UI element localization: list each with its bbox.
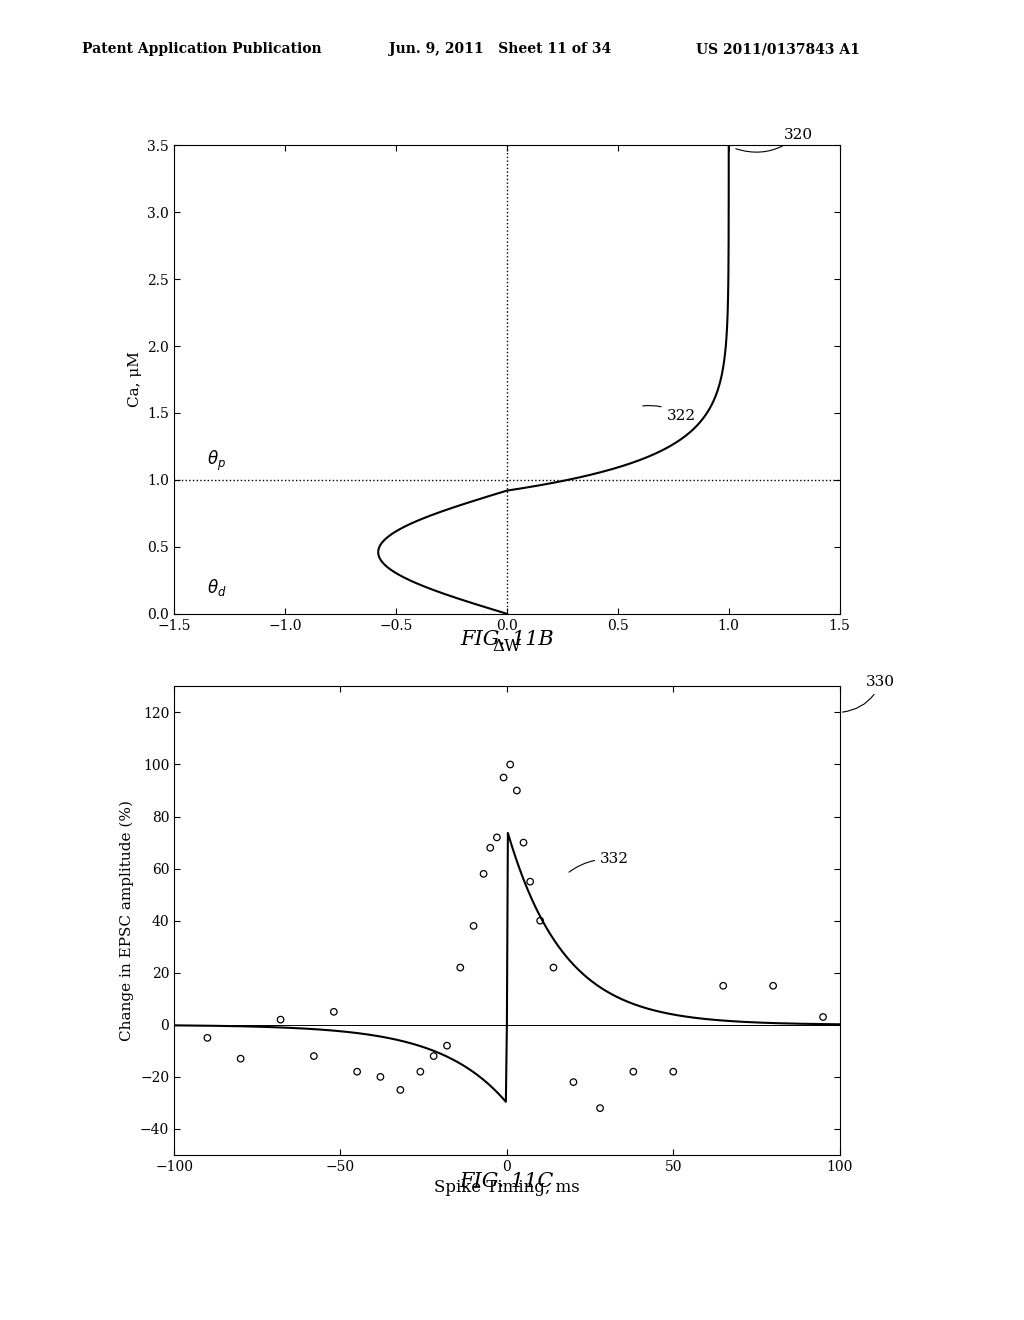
Point <box>373 1067 389 1088</box>
Point <box>199 1027 215 1048</box>
Text: 332: 332 <box>569 853 629 873</box>
Text: US 2011/0137843 A1: US 2011/0137843 A1 <box>696 42 860 57</box>
Point <box>666 1061 682 1082</box>
Point <box>482 837 499 858</box>
Point <box>509 780 525 801</box>
Point <box>453 957 469 978</box>
Point <box>465 915 482 936</box>
Point <box>715 975 731 997</box>
Text: FIG. 11C: FIG. 11C <box>460 1172 554 1191</box>
Y-axis label: Change in EPSC amplitude (%): Change in EPSC amplitude (%) <box>120 800 134 1041</box>
Point <box>349 1061 366 1082</box>
Point <box>815 1006 831 1027</box>
X-axis label: Spike Timing, ms: Spike Timing, ms <box>434 1179 580 1196</box>
Y-axis label: Ca, μM: Ca, μM <box>128 351 141 408</box>
Point <box>438 1035 455 1056</box>
Text: $\theta_d$: $\theta_d$ <box>207 577 227 598</box>
Point <box>392 1080 409 1101</box>
Point <box>565 1072 582 1093</box>
Text: 322: 322 <box>643 405 695 422</box>
Point <box>426 1045 442 1067</box>
Text: Jun. 9, 2011   Sheet 11 of 34: Jun. 9, 2011 Sheet 11 of 34 <box>389 42 611 57</box>
Point <box>545 957 561 978</box>
Point <box>532 911 549 932</box>
Point <box>496 767 512 788</box>
Text: Patent Application Publication: Patent Application Publication <box>82 42 322 57</box>
X-axis label: ΔW: ΔW <box>493 638 521 655</box>
Text: 330: 330 <box>843 676 895 711</box>
Point <box>232 1048 249 1069</box>
Point <box>522 871 539 892</box>
Point <box>475 863 492 884</box>
Point <box>412 1061 428 1082</box>
Point <box>515 832 531 853</box>
Point <box>502 754 518 775</box>
Point <box>592 1098 608 1119</box>
Point <box>272 1008 289 1030</box>
Point <box>765 975 781 997</box>
Point <box>625 1061 641 1082</box>
Point <box>326 1002 342 1023</box>
Text: 320: 320 <box>736 128 813 152</box>
Point <box>488 826 505 847</box>
Text: $\theta_p$: $\theta_p$ <box>207 449 226 474</box>
Text: FIG. 11B: FIG. 11B <box>460 630 554 648</box>
Point <box>305 1045 322 1067</box>
